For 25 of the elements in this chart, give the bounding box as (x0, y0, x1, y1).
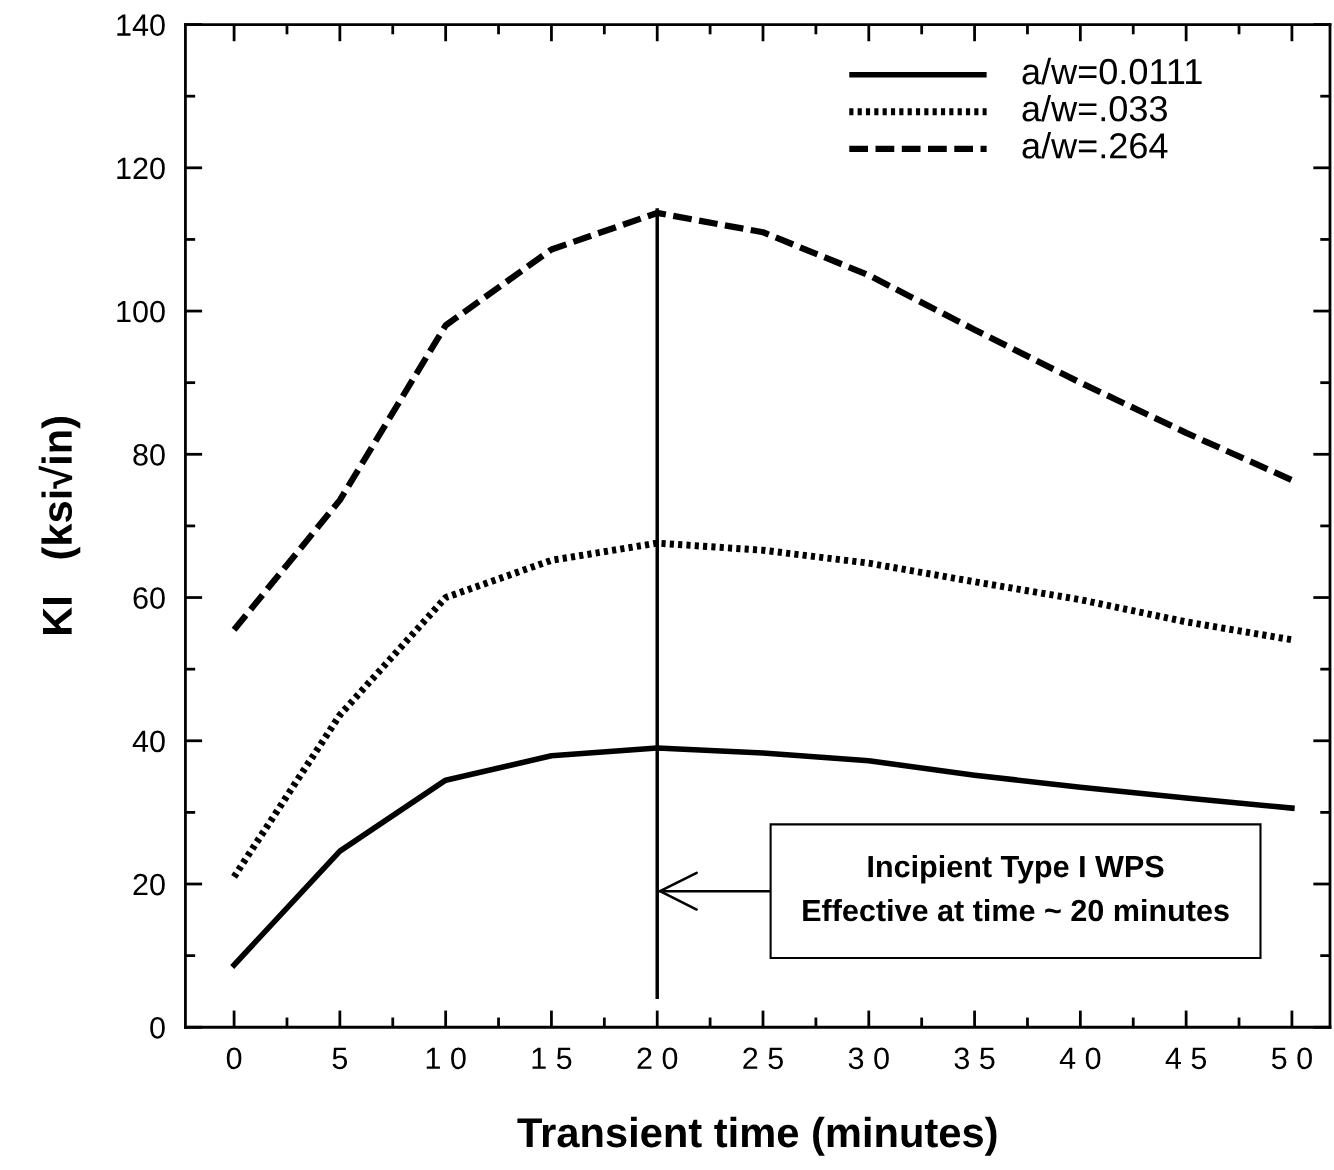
legend-label: a/w=0.0111 (1022, 57, 1202, 85)
y-tick-label: 100 (117, 300, 165, 323)
x-tick-label: 5 (332, 1047, 348, 1070)
legend-label: a/w=.264 (1022, 132, 1168, 159)
x-tick-label: 1 5 (532, 1047, 572, 1070)
annotation: Incipient Type I WPS Effective at time ~ 20 minutes (803, 854, 1229, 922)
x-axis-title: Transient time (minutes) (517, 1116, 997, 1156)
y-tick-label: 0 (150, 1017, 165, 1039)
y-tick-label: 140 (117, 14, 165, 36)
x-tick-label: 0 (226, 1047, 242, 1070)
x-tick-label: 4 0 (1059, 1047, 1101, 1070)
y-axis-title: KI (ksi√in) (38, 417, 81, 635)
x-tick-label: 3 0 (848, 1047, 889, 1070)
y-tick-label: 60 (133, 587, 165, 609)
x-tick-label: 2 0 (637, 1047, 678, 1070)
x-tick-label: 4 5 (1165, 1047, 1207, 1070)
y-tick-label: 40 (132, 730, 165, 753)
x-tick-label: 1 0 (426, 1047, 466, 1070)
x-tick-label: 3 5 (954, 1047, 995, 1070)
x-tick-label: 2 5 (743, 1047, 783, 1070)
y-tick-label: 80 (133, 444, 165, 466)
x-tick-label: 5 0 (1271, 1047, 1312, 1070)
y-tick-label: 120 (117, 157, 165, 180)
y-tick-label: 20 (133, 873, 165, 896)
legend-label: a/w=.033 (1022, 94, 1167, 122)
